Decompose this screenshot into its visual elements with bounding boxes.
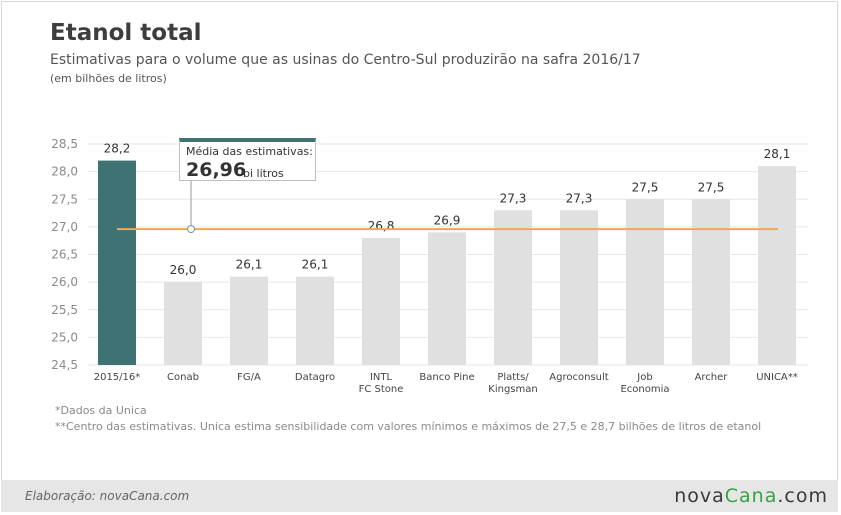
- chart-unit-note: (em bilhões de litros): [50, 72, 167, 85]
- x-tick-label: FG/A: [237, 372, 261, 383]
- footer-bar: Elaboração: novaCana.com novaCana.com: [1, 480, 838, 512]
- bar-value-label: 27,3: [566, 191, 593, 205]
- bar: [494, 210, 532, 365]
- bar: [164, 282, 202, 365]
- x-tick-label: Job Economia: [620, 372, 669, 395]
- bar: [692, 199, 730, 365]
- y-tick-label: 25,0: [51, 330, 78, 344]
- x-tick-label: Conab: [167, 372, 199, 383]
- average-marker: [187, 225, 195, 234]
- bar: [626, 199, 664, 365]
- x-tick-label: Datagro: [295, 372, 335, 383]
- logo-text-cana: Cana: [724, 485, 778, 507]
- footnote-unica-data: *Dados da Unica: [55, 404, 147, 417]
- y-tick-label: 24,5: [51, 358, 78, 372]
- x-tick-label: Platts/Kingsman: [488, 372, 537, 395]
- bar-value-label: 26,1: [302, 258, 329, 272]
- bar-value-label: 27,5: [698, 180, 725, 194]
- y-tick-label: 28,0: [51, 165, 78, 179]
- bar-value-label: 26,0: [170, 263, 197, 277]
- bar-value-label: 28,2: [104, 142, 131, 156]
- bar-value-label: 26,8: [368, 219, 395, 233]
- logo-text-nova: nova: [674, 485, 725, 507]
- bar: [560, 210, 598, 365]
- logo-text-com: .com: [777, 485, 828, 507]
- bar: [230, 276, 268, 365]
- x-tick-label: 2015/16*: [94, 372, 141, 383]
- y-tick-label: 26,0: [51, 275, 78, 289]
- x-tick-label: Archer: [695, 372, 729, 383]
- bar-value-label: 26,1: [236, 258, 263, 272]
- y-tick-label: 28,5: [51, 137, 78, 151]
- footnote-unica-center: **Centro das estimativas. Unica estima s…: [55, 420, 762, 433]
- x-tick-label: Banco Pine: [419, 372, 474, 383]
- bar-value-label: 27,3: [500, 191, 527, 205]
- x-tick-label: INTL FC Stone: [359, 372, 404, 395]
- average-callout-unit: bi litros: [243, 167, 284, 180]
- chart-subtitle: Estimativas para o volume que as usinas …: [50, 52, 641, 68]
- bar: [296, 276, 334, 365]
- average-callout: Média das estimativas: 26,96 bi litros: [179, 138, 316, 181]
- bar: [362, 237, 400, 365]
- x-tick-label: Agroconsult: [549, 372, 608, 383]
- footer-credit: Elaboração: novaCana.com: [25, 489, 190, 503]
- y-tick-label: 26,5: [51, 248, 78, 262]
- bar: [758, 166, 796, 365]
- bar-value-label: 26,9: [434, 213, 461, 227]
- bar: [428, 232, 466, 365]
- bar: [98, 160, 136, 365]
- bar-value-label: 27,5: [632, 180, 659, 194]
- bar-value-label: 28,1: [764, 147, 791, 161]
- novacana-logo: novaCana.com: [674, 485, 828, 507]
- average-callout-value: 26,96: [186, 159, 247, 181]
- x-tick-label: UNICA**: [756, 372, 798, 383]
- y-tick-label: 25,5: [51, 303, 78, 317]
- average-callout-label: Média das estimativas:: [186, 145, 313, 158]
- y-tick-label: 27,0: [51, 220, 78, 234]
- y-tick-label: 27,5: [51, 192, 78, 206]
- chart-title: Etanol total: [50, 20, 202, 46]
- bar-chart: 24,5 25,0 25,5 26,0 26,5 27,0 27,5 28,0 28,5 28,2…: [51, 137, 808, 395]
